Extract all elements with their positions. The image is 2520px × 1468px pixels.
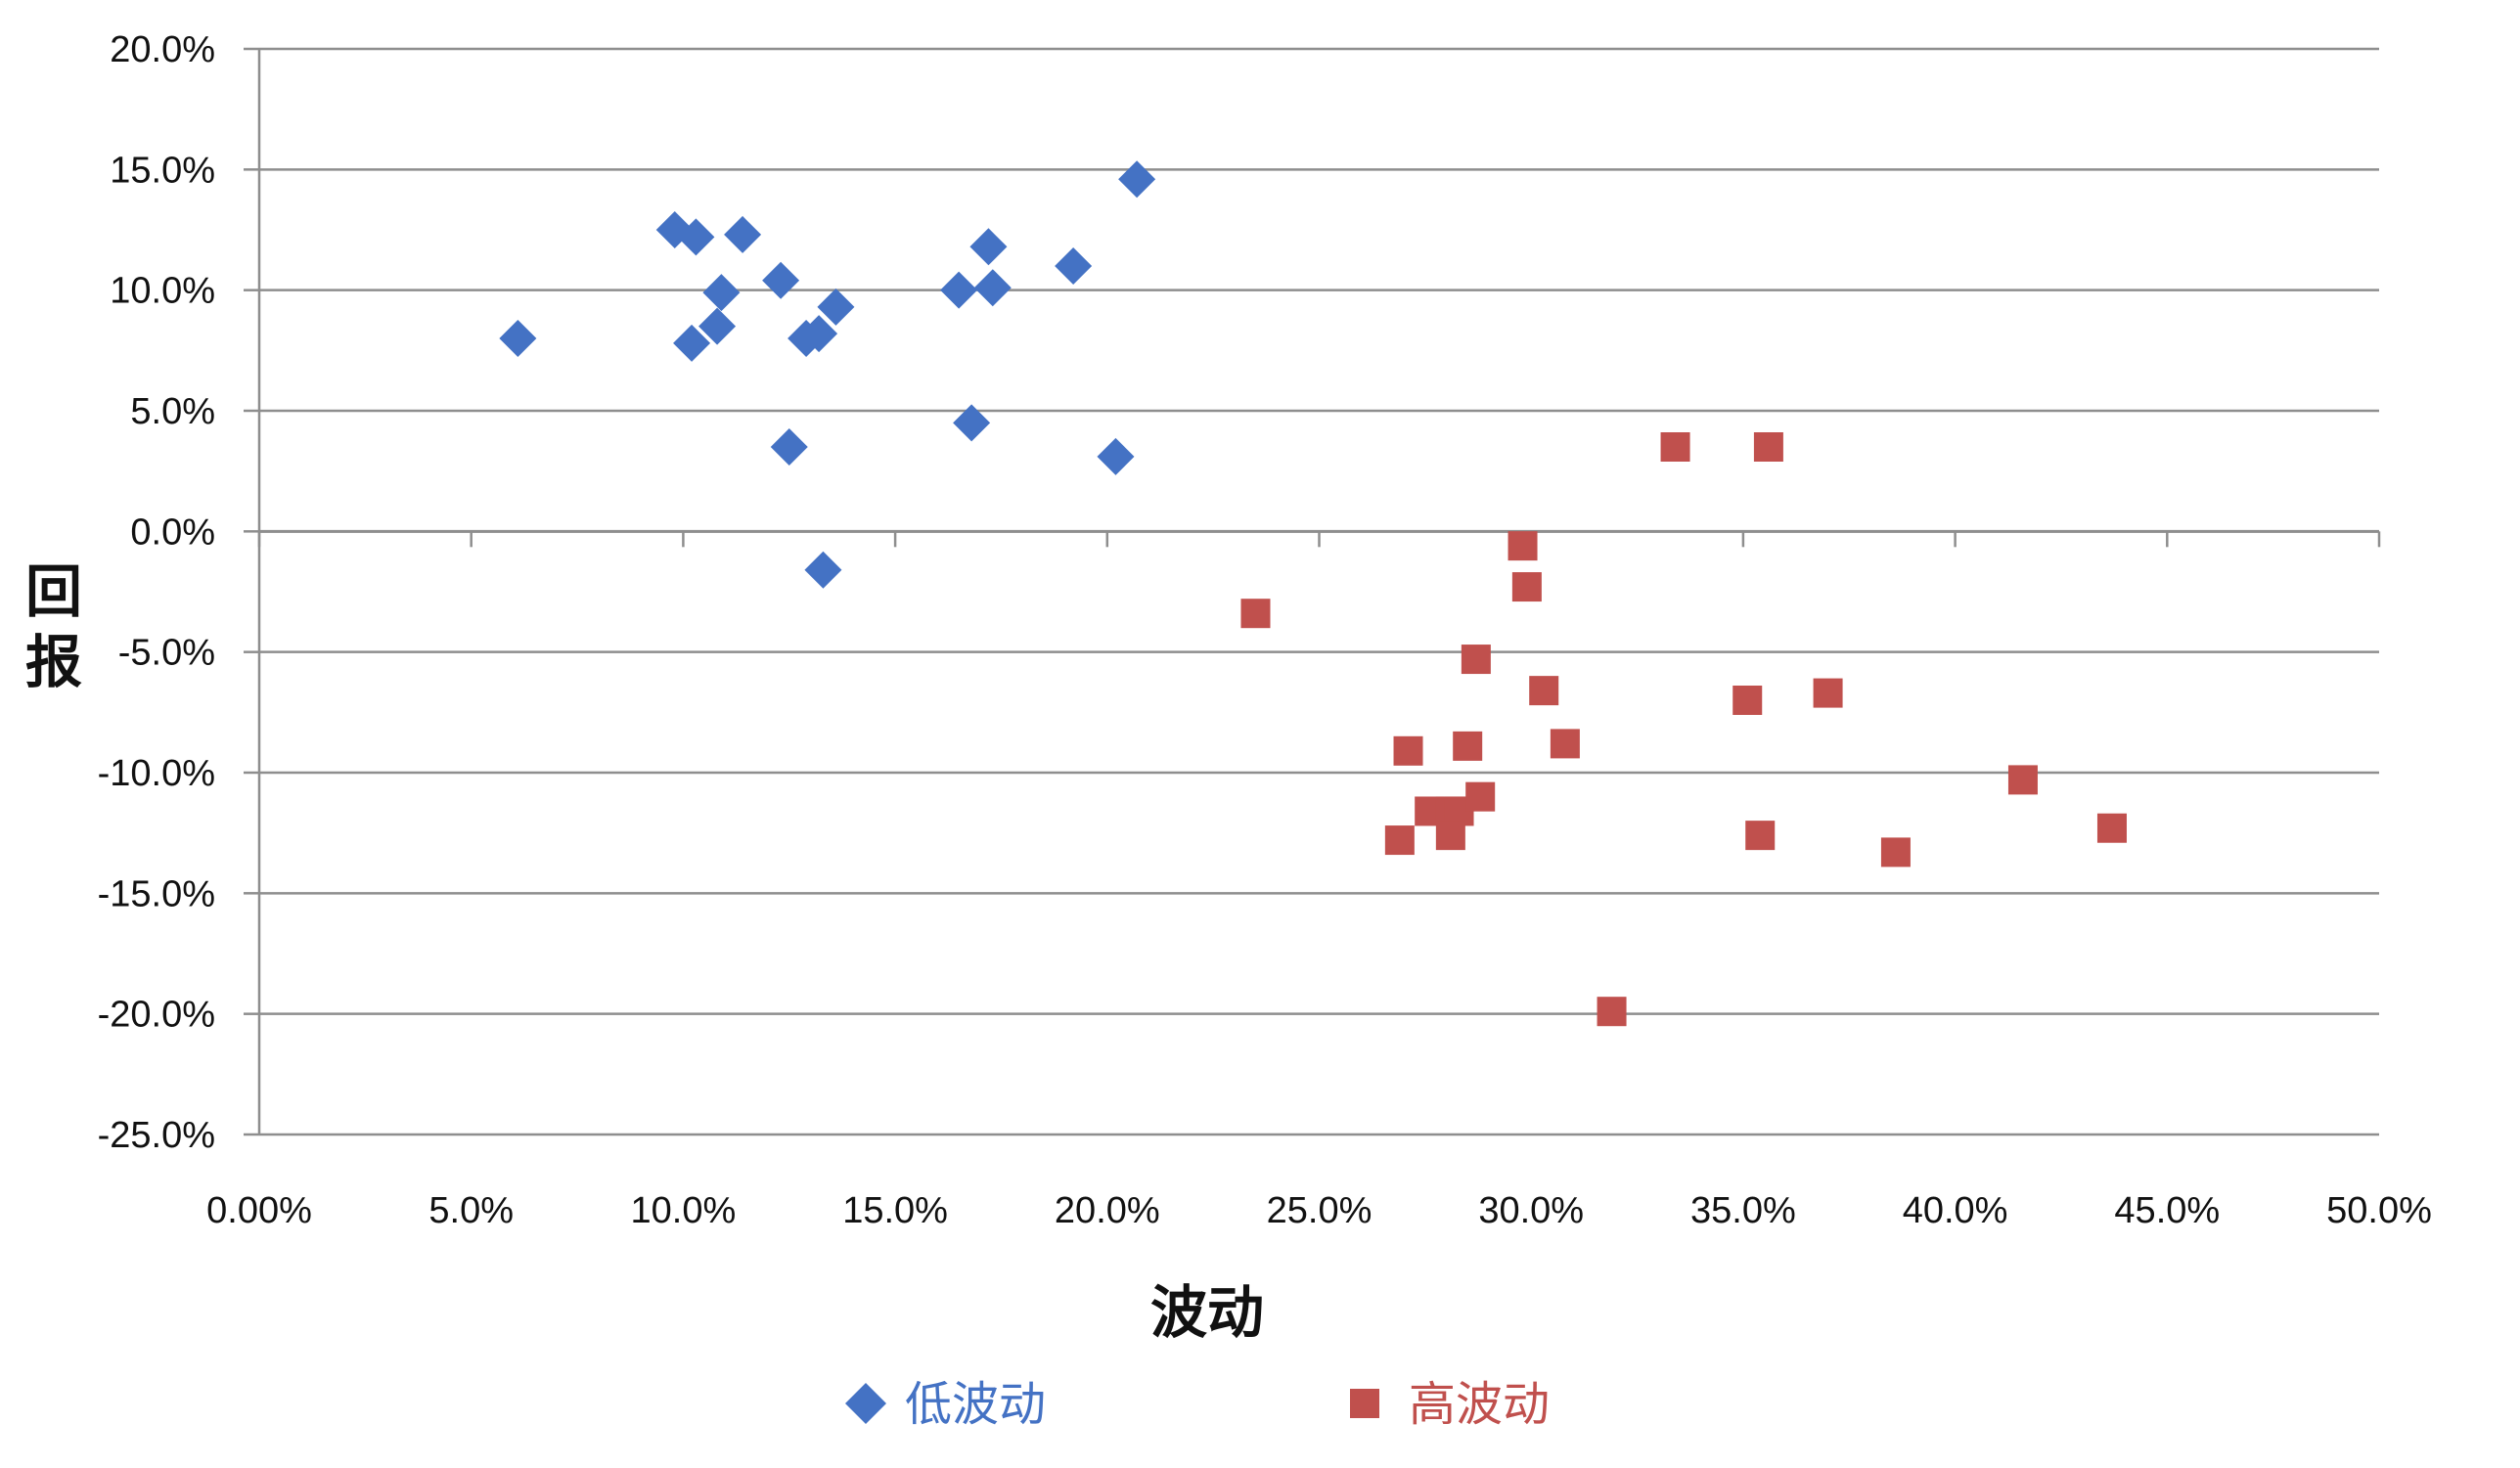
data-point-low-volatility — [702, 274, 741, 312]
x-tick-label: 45.0% — [2114, 1190, 2220, 1231]
y-tick-label: -20.0% — [98, 995, 215, 1036]
x-tick-label: 35.0% — [1690, 1190, 1796, 1231]
data-point-high-volatility — [1813, 678, 1843, 708]
y-tick-label: 20.0% — [110, 29, 215, 70]
data-point-high-volatility — [1660, 432, 1690, 462]
x-tick-label: 40.0% — [1903, 1190, 2008, 1231]
data-point-low-volatility — [698, 307, 737, 345]
y-tick-label: -25.0% — [98, 1115, 215, 1156]
data-point-low-volatility — [817, 288, 855, 326]
data-point-high-volatility — [2007, 765, 2038, 795]
data-point-high-volatility — [1529, 676, 1559, 706]
data-point-high-volatility — [1453, 731, 1483, 761]
y-axis-ticks: 20.0% 15.0% 10.0% 5.0% 0.0% -5.0% -10.0% -15.0%… — [98, 29, 259, 1156]
data-point-low-volatility — [1118, 160, 1156, 199]
x-axis-ticks: 0.00% 5.0% 10.0% 15.0% 20.0% 25.0% 30.0% 35.0% 4… — [206, 531, 2432, 1231]
data-point-high-volatility — [1465, 781, 1496, 812]
y-tick-label: -5.0% — [118, 633, 215, 674]
y-tick-label: 0.0% — [130, 512, 215, 553]
legend-marker-low-volatility — [845, 1383, 886, 1424]
data-point-low-volatility — [804, 551, 842, 589]
data-point-high-volatility — [1732, 686, 1763, 715]
data-point-high-volatility — [1508, 531, 1538, 561]
axes — [257, 49, 2379, 1134]
x-tick-label: 15.0% — [842, 1190, 948, 1231]
data-points — [499, 160, 2127, 1027]
y-tick-label: 5.0% — [130, 391, 215, 432]
data-point-low-volatility — [953, 404, 991, 442]
x-tick-label: 20.0% — [1055, 1190, 1160, 1231]
data-point-high-volatility — [1435, 821, 1465, 851]
data-point-high-volatility — [1240, 599, 1271, 629]
data-point-high-volatility — [1753, 432, 1783, 462]
legend: 低波动 高波动 — [845, 1377, 1550, 1432]
y-axis-title: 回报 — [25, 558, 82, 695]
x-tick-label: 10.0% — [631, 1190, 737, 1231]
gridlines — [259, 47, 2379, 1136]
data-point-high-volatility — [1384, 825, 1415, 856]
data-point-low-volatility — [1097, 437, 1135, 475]
data-point-high-volatility — [1550, 729, 1580, 759]
x-tick-label: 30.0% — [1478, 1190, 1584, 1231]
data-point-low-volatility — [1055, 247, 1093, 285]
data-point-low-volatility — [677, 218, 715, 256]
x-tick-label: 25.0% — [1267, 1190, 1372, 1231]
x-tick-label: 5.0% — [428, 1190, 514, 1231]
y-tick-label: -15.0% — [98, 873, 215, 914]
x-tick-label: 50.0% — [2326, 1190, 2432, 1231]
data-point-high-volatility — [1880, 837, 1911, 867]
data-point-high-volatility — [1461, 645, 1491, 675]
data-point-low-volatility — [940, 271, 978, 309]
data-point-high-volatility — [1597, 997, 1627, 1027]
data-point-high-volatility — [1745, 821, 1776, 851]
data-point-low-volatility — [724, 215, 762, 253]
data-point-low-volatility — [499, 320, 537, 357]
data-point-low-volatility — [973, 269, 1012, 307]
y-tick-label: 15.0% — [110, 150, 215, 191]
legend-label: 高波动 — [1409, 1377, 1550, 1432]
y-tick-label: 10.0% — [110, 271, 215, 312]
data-point-high-volatility — [2096, 813, 2127, 843]
data-point-low-volatility — [969, 228, 1008, 266]
x-axis-title: 波动 — [1150, 1279, 1264, 1346]
data-point-low-volatility — [770, 428, 808, 466]
legend-label: 低波动 — [905, 1377, 1046, 1432]
data-point-low-volatility — [762, 261, 800, 299]
data-point-high-volatility — [1393, 735, 1423, 766]
x-tick-label: 0.00% — [206, 1190, 312, 1231]
data-point-high-volatility — [1511, 572, 1542, 602]
data-point-low-volatility — [673, 324, 711, 362]
legend-marker-high-volatility — [1350, 1389, 1379, 1418]
y-tick-label: -10.0% — [98, 753, 215, 794]
data-point-low-volatility — [800, 315, 838, 353]
